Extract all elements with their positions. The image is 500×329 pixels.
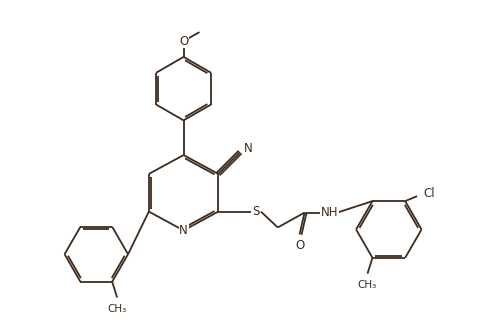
Text: O: O bbox=[179, 35, 188, 48]
Text: N: N bbox=[179, 224, 188, 237]
Text: N: N bbox=[244, 142, 253, 155]
Text: O: O bbox=[295, 240, 304, 252]
Text: Cl: Cl bbox=[423, 187, 434, 200]
Text: NH: NH bbox=[320, 206, 338, 219]
Text: S: S bbox=[252, 205, 260, 218]
Text: CH₃: CH₃ bbox=[108, 304, 127, 314]
Text: CH₃: CH₃ bbox=[358, 280, 377, 290]
